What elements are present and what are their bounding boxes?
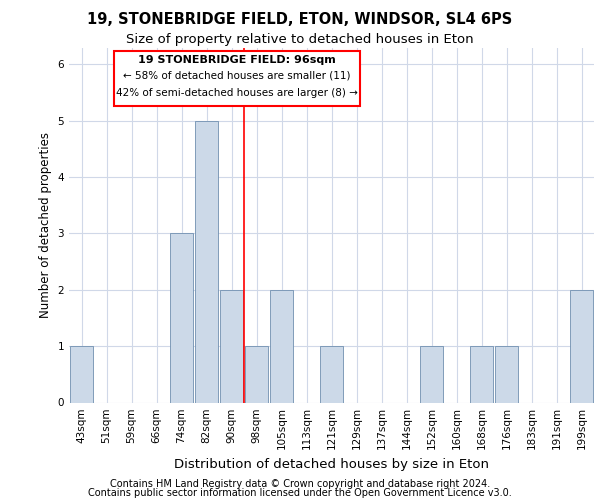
Bar [170, 234, 193, 402]
Bar [570, 290, 593, 403]
Bar [270, 290, 293, 403]
Text: Size of property relative to detached houses in Eton: Size of property relative to detached ho… [126, 32, 474, 46]
Bar [220, 290, 243, 403]
Text: 19 STONEBRIDGE FIELD: 96sqm: 19 STONEBRIDGE FIELD: 96sqm [138, 54, 336, 64]
FancyBboxPatch shape [113, 51, 361, 106]
Text: 19, STONEBRIDGE FIELD, ETON, WINDSOR, SL4 6PS: 19, STONEBRIDGE FIELD, ETON, WINDSOR, SL… [88, 12, 512, 28]
X-axis label: Distribution of detached houses by size in Eton: Distribution of detached houses by size … [174, 458, 489, 471]
Bar [420, 346, 443, 403]
Text: Contains public sector information licensed under the Open Government Licence v3: Contains public sector information licen… [88, 488, 512, 498]
Bar [470, 346, 493, 403]
Bar [70, 346, 93, 403]
Y-axis label: Number of detached properties: Number of detached properties [39, 132, 52, 318]
Text: 42% of semi-detached houses are larger (8) →: 42% of semi-detached houses are larger (… [116, 88, 358, 99]
Bar [320, 346, 343, 403]
Bar [195, 121, 218, 402]
Text: Contains HM Land Registry data © Crown copyright and database right 2024.: Contains HM Land Registry data © Crown c… [110, 479, 490, 489]
Text: ← 58% of detached houses are smaller (11): ← 58% of detached houses are smaller (11… [123, 70, 351, 81]
Bar [245, 346, 268, 403]
Bar [495, 346, 518, 403]
